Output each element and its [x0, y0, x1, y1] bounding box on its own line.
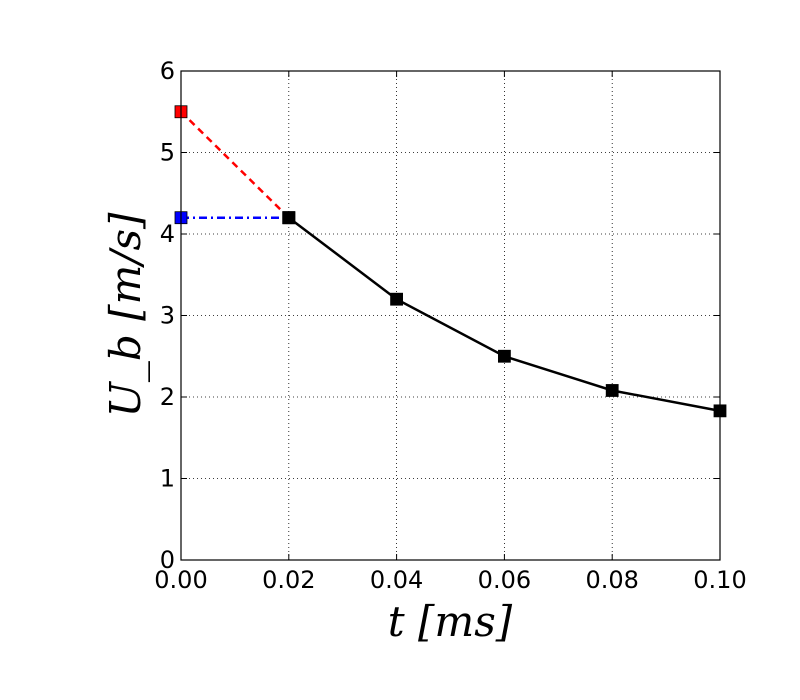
series-point-solid: [282, 211, 296, 225]
series-point-solid: [605, 384, 619, 397]
x-axis-label: t [ms]: [388, 597, 513, 646]
grid-lines: [180, 70, 721, 561]
series-line-dashed: [180, 110, 290, 219]
x-tick-label: 0.08: [585, 566, 638, 594]
y-tick-label: 1: [160, 465, 175, 493]
series-point-solid: [390, 292, 404, 306]
x-tick-label: 0.00: [154, 566, 207, 594]
y-tick-label: 2: [160, 383, 175, 411]
y-tick-label: 3: [160, 302, 175, 330]
series-line-solid: [288, 216, 721, 413]
x-tick-label: 0.04: [370, 566, 423, 594]
y-axis-label: U_b [m/s]: [101, 212, 150, 418]
y-tick-label: 5: [160, 139, 175, 167]
y-tick-label: 6: [160, 57, 175, 85]
axis-ticks: 0.00 0.02 0.04 0.06 0.08 0.10 0 1 2 3 4 5 6: [154, 57, 746, 594]
x-tick-label: 0.02: [262, 566, 315, 594]
y-tick-label: 0: [160, 546, 175, 574]
x-tick-label: 0.06: [478, 566, 531, 594]
y-tick-label: 4: [160, 220, 175, 248]
series-point-solid: [497, 349, 511, 363]
x-tick-label: 0.10: [693, 566, 746, 594]
data-series: [174, 105, 727, 418]
